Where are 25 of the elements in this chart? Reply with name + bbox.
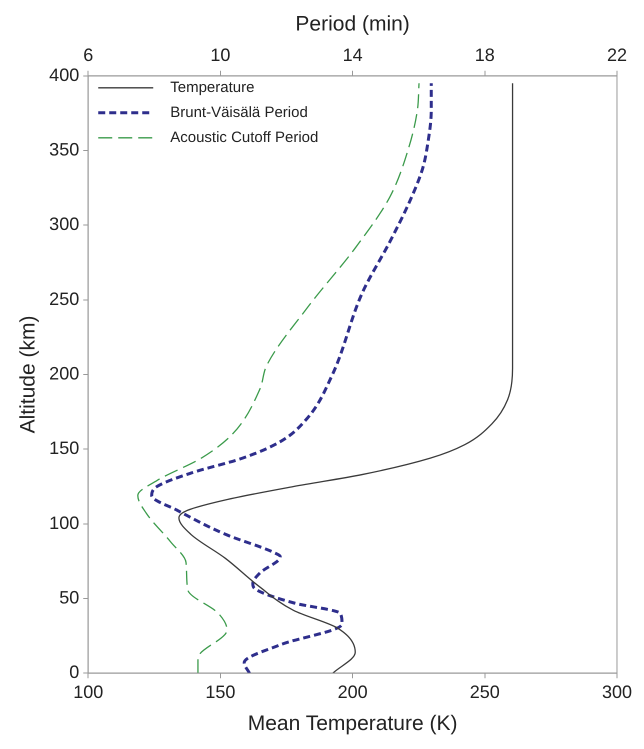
x-tick-label: 200 (338, 682, 368, 702)
y-axis-title: Altitude (km) (16, 316, 40, 434)
x2-tick-label: 6 (83, 44, 94, 65)
x-tick-label: 250 (470, 682, 500, 702)
legend-label: Temperature (170, 78, 254, 96)
y-tick-label: 400 (49, 64, 80, 85)
x2-tick-label: 22 (606, 44, 627, 65)
y-tick-label: 250 (49, 288, 80, 309)
y-tick-label: 200 (49, 363, 80, 384)
x-tick-label: 150 (205, 682, 236, 702)
legend-label: Acoustic Cutoff Period (170, 128, 318, 146)
x-tick-label: 300 (602, 682, 632, 702)
x2-tick-label: 10 (210, 44, 230, 65)
x2-axis-title: Period (min) (295, 12, 410, 36)
y-tick-label: 150 (49, 438, 80, 458)
y-tick-label: 100 (49, 512, 80, 533)
y-tick-label: 50 (59, 587, 80, 608)
x2-tick-label: 18 (474, 44, 495, 65)
legend-label: Brunt-Väisälä Period (170, 104, 308, 121)
y-tick-label: 350 (49, 139, 80, 160)
y-tick-label: 0 (69, 662, 80, 682)
x-axis-title: Mean Temperature (K) (248, 712, 458, 736)
y-tick-label: 300 (49, 214, 80, 234)
x-tick-label: 100 (73, 682, 104, 702)
x2-tick-label: 14 (342, 44, 363, 65)
